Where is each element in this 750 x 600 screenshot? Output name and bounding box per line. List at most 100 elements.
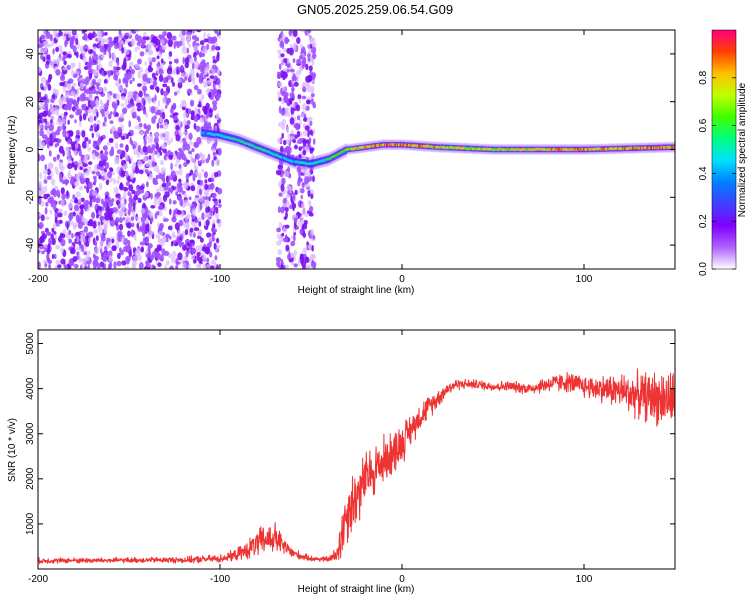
heatmap-cell xyxy=(129,66,132,70)
heatmap-cell xyxy=(188,196,192,201)
heatmap-cell xyxy=(71,157,74,162)
heatmap-cell xyxy=(171,35,177,41)
heatmap-cell xyxy=(157,99,160,108)
heatmap-cell xyxy=(96,111,99,118)
heatmap-cell xyxy=(302,56,307,64)
heatmap-cell xyxy=(128,94,132,100)
heatmap-cell xyxy=(121,202,126,211)
heatmap-cell xyxy=(55,169,60,176)
heatmap-cell xyxy=(114,156,120,165)
heatmap-cell xyxy=(197,160,200,165)
heatmap-cell xyxy=(293,263,298,268)
heatmap-cell xyxy=(173,152,176,161)
heatmap-cell xyxy=(180,72,184,77)
heatmap-cell xyxy=(106,237,111,243)
heatmap-cell xyxy=(158,74,164,82)
heatmap-cell xyxy=(210,182,215,190)
heatmap-cell xyxy=(285,193,290,199)
heatmap-cell xyxy=(148,155,152,160)
heatmap-cell xyxy=(194,35,198,43)
heatmap-cell xyxy=(43,178,48,184)
heatmap-cell xyxy=(103,86,108,92)
heatmap-cell xyxy=(291,200,294,205)
heatmap-cell xyxy=(115,217,120,224)
heatmap-cell xyxy=(117,85,123,91)
heatmap-cell xyxy=(83,84,87,92)
heatmap-cell xyxy=(191,148,195,153)
heatmap-cell xyxy=(85,141,90,148)
heatmap-cell xyxy=(281,177,286,185)
heatmap-cell xyxy=(186,37,191,42)
heatmap-cell xyxy=(79,244,84,249)
heatmap-cell xyxy=(182,56,185,65)
heatmap-cell xyxy=(302,265,306,269)
heatmap-cell xyxy=(103,103,109,111)
heatmap-cell xyxy=(40,214,45,222)
heatmap-cell xyxy=(148,50,152,56)
heatmap-cell xyxy=(275,169,282,176)
heatmap-cell xyxy=(47,84,52,91)
heatmap-cell xyxy=(159,205,163,211)
x-tick-label: 100 xyxy=(576,574,593,585)
heatmap-cell xyxy=(278,235,284,243)
heatmap-cell xyxy=(92,221,97,229)
heatmap-cell xyxy=(178,40,183,47)
heatmap-cell xyxy=(130,68,135,75)
heatmap-cell xyxy=(144,191,149,198)
x-tick-label: -200 xyxy=(28,574,48,585)
heatmap-cell xyxy=(204,179,208,184)
heatmap-cell xyxy=(106,93,111,98)
heatmap-cell xyxy=(38,119,43,124)
heatmap-cell xyxy=(200,94,205,100)
heatmap-cell xyxy=(70,247,76,255)
heatmap-cell xyxy=(83,33,88,41)
heatmap-cell xyxy=(307,96,312,101)
heatmap-cell xyxy=(45,31,51,39)
heatmap-cell xyxy=(100,155,105,162)
heatmap-cell xyxy=(103,51,107,55)
snr-frame xyxy=(37,329,676,570)
heatmap-cell xyxy=(91,88,97,95)
heatmap-cell xyxy=(156,210,160,216)
heatmap-cell xyxy=(79,82,84,91)
heatmap-cell xyxy=(187,241,190,247)
heatmap-cell xyxy=(98,160,104,167)
heatmap-cell xyxy=(305,139,310,144)
heatmap-cell xyxy=(207,177,212,183)
heatmap-cell xyxy=(120,154,123,160)
heatmap-cell xyxy=(303,168,307,175)
snr-plot-area xyxy=(38,330,675,569)
heatmap-cell xyxy=(193,56,197,62)
heatmap-cell xyxy=(88,218,94,227)
heatmap-cell xyxy=(154,136,159,144)
heatmap-cell xyxy=(127,132,132,137)
heatmap-cell xyxy=(131,189,136,195)
heatmap-cell xyxy=(87,32,94,40)
heatmap-cell xyxy=(74,197,78,203)
heatmap-cell xyxy=(156,87,160,93)
heatmap-cell xyxy=(307,200,312,206)
heatmap-cell xyxy=(205,158,210,164)
heatmap-cell xyxy=(277,81,283,88)
heatmap-cell xyxy=(298,154,302,159)
heatmap-cell xyxy=(88,93,93,101)
heatmap-cell xyxy=(47,162,54,170)
colorbar-tick-label: 0.4 xyxy=(698,166,709,180)
heatmap-cell xyxy=(58,219,63,224)
heatmap-cell xyxy=(80,216,86,223)
heatmap-cell xyxy=(82,155,88,163)
heatmap-cell xyxy=(155,142,159,150)
heatmap-cell xyxy=(117,37,123,45)
heatmap-cell xyxy=(126,104,132,109)
heatmap-cell xyxy=(54,89,60,96)
heatmap-cell xyxy=(190,157,195,163)
heatmap-cell xyxy=(88,64,92,73)
heatmap-cell xyxy=(118,223,124,231)
heatmap-cell xyxy=(109,120,114,124)
heatmap-cell xyxy=(71,69,75,77)
x-tick-label: 0 xyxy=(399,574,405,585)
heatmap-cell xyxy=(78,159,82,166)
heatmap-cell xyxy=(64,39,68,48)
heatmap-cell xyxy=(299,55,304,60)
heatmap-cell xyxy=(133,234,137,241)
